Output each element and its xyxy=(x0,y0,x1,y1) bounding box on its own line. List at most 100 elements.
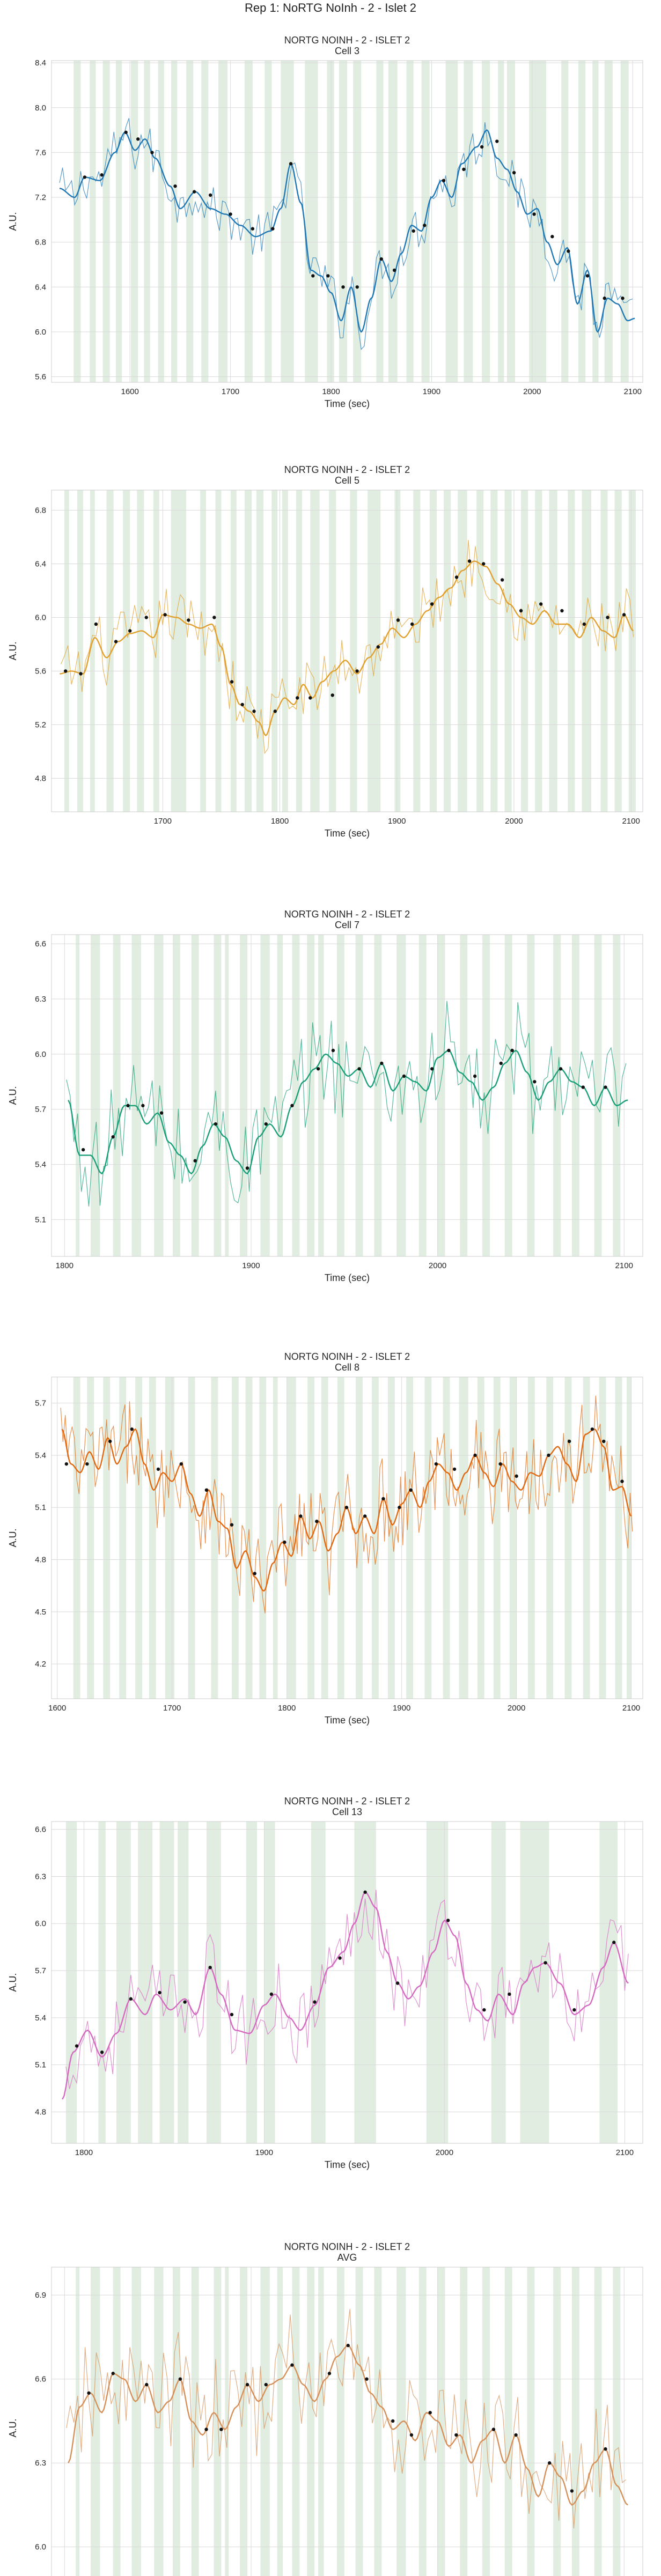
peak-marker xyxy=(192,190,196,194)
peak-marker xyxy=(290,2363,294,2367)
peak-marker xyxy=(81,1148,85,1152)
shaded-region xyxy=(307,935,315,1256)
shaded-region xyxy=(225,2267,229,2576)
peak-marker xyxy=(326,274,330,278)
shaded-region xyxy=(482,61,490,382)
peak-marker xyxy=(311,274,315,278)
peak-marker xyxy=(572,2008,576,2012)
y-tick-label: 6.0 xyxy=(35,613,46,623)
raw-trace-line xyxy=(65,1890,629,2089)
x-tick-label: 1700 xyxy=(154,817,172,826)
shaded-region xyxy=(259,1377,267,1699)
peak-marker xyxy=(409,1488,413,1492)
shaded-region xyxy=(594,935,602,1256)
shaded-region xyxy=(188,1377,195,1699)
chart-panel-5: 4.8 5.1 5.4 5.7 6.0 6.3 6.6 1800 1900 2000 2100 NOR… xyxy=(8,1796,643,2170)
shaded-region xyxy=(460,935,468,1256)
shaded-region xyxy=(273,1377,278,1699)
peak-marker xyxy=(346,2343,350,2348)
peak-marker xyxy=(79,672,83,676)
peak-marker xyxy=(63,669,68,673)
chart-title: NORTG NOINH - 2 - ISLET 2 xyxy=(284,35,410,46)
peak-marker xyxy=(150,151,154,154)
peak-marker xyxy=(480,145,484,149)
shaded-region xyxy=(458,490,467,812)
shaded-region xyxy=(396,2267,406,2576)
peak-marker xyxy=(550,235,554,239)
shaded-region xyxy=(355,2267,363,2576)
shaded-region xyxy=(154,2267,164,2576)
peak-marker xyxy=(344,1506,349,1509)
y-tick-label: 5.4 xyxy=(35,2014,46,2023)
shaded-region xyxy=(553,935,561,1256)
chart-title: NORTG NOINH - 2 - ISLET 2 xyxy=(284,909,410,920)
peak-marker xyxy=(515,1474,518,1478)
shaded-region xyxy=(310,490,320,812)
y-tick-label: 5.7 xyxy=(35,1966,46,1975)
peak-marker xyxy=(273,709,277,713)
y-tick-label: 6.6 xyxy=(35,1825,46,1834)
peak-marker xyxy=(402,1074,406,1078)
shaded-region xyxy=(353,61,362,382)
peak-marker xyxy=(379,257,383,261)
peak-marker xyxy=(331,1048,335,1053)
peak-marker xyxy=(539,602,543,606)
shaded-region xyxy=(230,490,237,812)
shaded-region xyxy=(437,2267,445,2576)
peak-marker xyxy=(434,1462,438,1466)
y-tick-label: 5.1 xyxy=(35,2061,46,2070)
x-tick-label: 2100 xyxy=(616,2148,634,2157)
x-tick-label: 1900 xyxy=(242,1261,260,1270)
y-tick-label: 4.5 xyxy=(35,1608,46,1617)
shaded-region xyxy=(372,1377,379,1699)
chart-panel-1: 5.6 6.0 6.4 6.8 7.2 7.6 8.0 8.4 1600 1700 1800 1900… xyxy=(8,35,643,409)
shaded-region xyxy=(90,490,95,812)
shaded-region xyxy=(244,61,253,382)
shaded-region xyxy=(240,935,248,1256)
shaded-region xyxy=(90,61,96,382)
shaded-region xyxy=(600,490,608,812)
peak-marker xyxy=(75,2044,79,2048)
shaded-region xyxy=(171,61,178,382)
shaded-region xyxy=(376,61,384,382)
shaded-region xyxy=(178,1822,189,2143)
y-tick-label: 6.3 xyxy=(35,1872,46,1881)
plot-border xyxy=(51,1376,643,1699)
shaded-region xyxy=(214,2267,222,2576)
x-tick-label: 1800 xyxy=(56,1261,74,1270)
peak-marker xyxy=(622,613,626,617)
shaded-region xyxy=(214,935,222,1256)
y-tick-label: 5.7 xyxy=(35,1105,46,1114)
shaded-region xyxy=(568,490,575,812)
y-tick-label: 6.0 xyxy=(35,2543,46,2552)
peak-marker xyxy=(581,1085,585,1089)
peak-marker xyxy=(290,1104,294,1108)
peak-marker xyxy=(454,575,459,579)
shaded-region xyxy=(628,490,636,812)
peak-marker xyxy=(467,559,472,563)
shaded-region xyxy=(459,1377,468,1699)
peak-marker xyxy=(212,616,216,619)
shaded-region xyxy=(490,490,498,812)
chart-subtitle: Cell 5 xyxy=(335,475,359,486)
peak-marker xyxy=(621,297,625,300)
x-tick-label: 1900 xyxy=(388,817,406,826)
shaded-region xyxy=(356,1377,363,1699)
shaded-region xyxy=(599,1822,618,2143)
chart-title: NORTG NOINH - 2 - ISLET 2 xyxy=(284,1351,410,1362)
chart-panel-3: 5.1 5.4 5.7 6.0 6.3 6.6 1800 1900 2000 2100 NORTG … xyxy=(8,909,643,1283)
shaded-region xyxy=(339,61,347,382)
chart-subtitle: Cell 3 xyxy=(335,46,359,56)
shaded-region xyxy=(77,490,83,812)
shaded-region xyxy=(165,1377,174,1699)
shaded-region xyxy=(504,490,512,812)
shaded-region xyxy=(200,490,207,812)
shaded-region xyxy=(336,935,344,1256)
y-tick-label: 6.8 xyxy=(35,238,46,247)
peak-marker xyxy=(208,193,212,197)
shaded-region xyxy=(374,935,382,1256)
peak-marker xyxy=(94,622,98,626)
shaded-region xyxy=(191,935,199,1256)
peak-marker xyxy=(412,229,415,233)
peak-marker xyxy=(500,578,504,582)
